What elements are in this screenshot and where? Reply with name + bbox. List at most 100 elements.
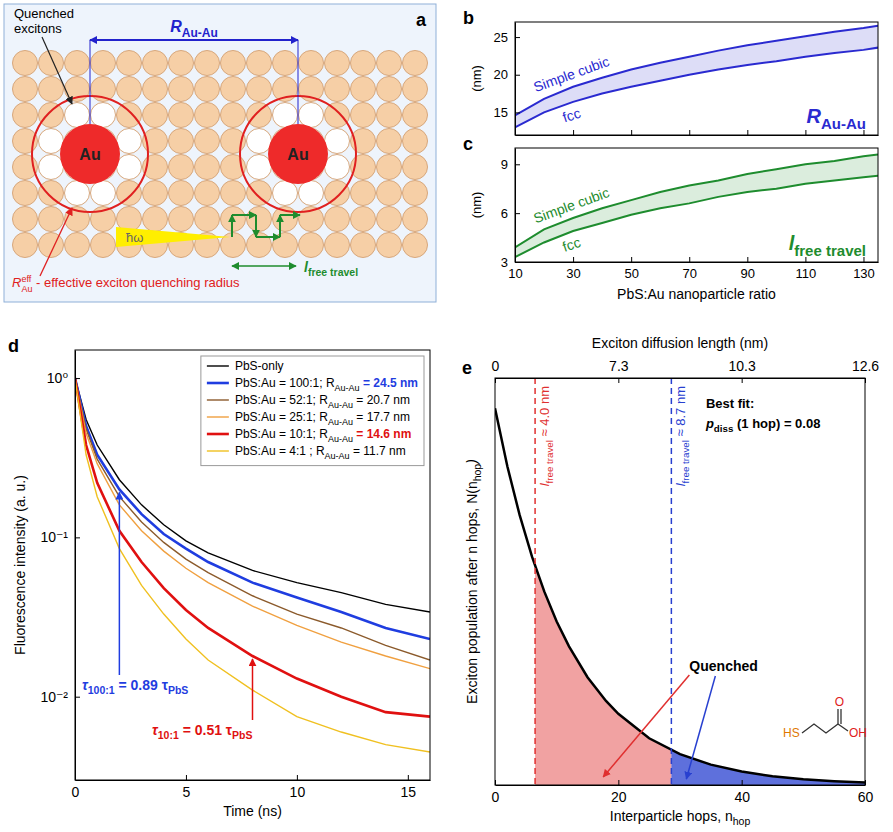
pbs-nanoparticle — [117, 181, 142, 206]
quenched-exciton — [247, 155, 272, 180]
text-line: excitons — [14, 21, 62, 36]
pbs-nanoparticle — [13, 51, 38, 76]
quenched-exciton — [299, 103, 324, 128]
panel-quantity: RAu-Au — [807, 105, 866, 132]
pbs-nanoparticle — [169, 207, 194, 232]
tick: 10⁻² — [40, 689, 80, 705]
pbs-nanoparticle — [65, 233, 90, 258]
arrow — [42, 37, 72, 104]
quenched-exciton — [299, 181, 324, 206]
text-part: R — [12, 275, 21, 290]
axis-line — [515, 23, 516, 136]
arrow — [252, 659, 254, 720]
pbs-nanoparticle — [247, 181, 272, 206]
tick-label: 10⁰ — [47, 370, 69, 386]
bond — [840, 709, 841, 724]
guide-line — [90, 40, 91, 124]
pbs-nanoparticle — [403, 51, 428, 76]
pbs-nanoparticle — [403, 207, 428, 232]
tick-label: 0 — [492, 789, 500, 805]
text-part: PbS:Au = 100:1; R — [235, 376, 335, 390]
text-part: Interparticle hops, n — [610, 808, 733, 824]
pbs-nanoparticle — [247, 103, 272, 128]
tick: 20 — [494, 67, 520, 82]
text-part: - effective exciton quenching radius — [32, 275, 240, 290]
tick-mark — [515, 213, 520, 214]
pbs-nanoparticle — [13, 233, 38, 258]
pbs-nanoparticle — [39, 181, 64, 206]
figure: aAuAuRAu-AuQuenchedexcitonsħωlfree trave… — [0, 0, 893, 832]
axis-line — [496, 785, 866, 786]
pbs-nanoparticle — [117, 77, 142, 102]
atom-label: HS — [783, 726, 800, 740]
pbs-nanoparticle — [221, 181, 246, 206]
tick-label: 10 — [508, 266, 522, 281]
arrow — [40, 208, 72, 276]
tick-label: 30 — [566, 266, 580, 281]
pbs-nanoparticle — [117, 51, 142, 76]
pbs-nanoparticle — [39, 207, 64, 232]
quenched-exciton — [91, 103, 116, 128]
band — [515, 26, 878, 128]
legend-label: PbS-only — [235, 359, 284, 373]
panel-letter: d — [8, 336, 19, 356]
y-axis: 10⁻² 10⁻¹ 10⁰ — [40, 351, 80, 781]
tick: 0 — [492, 358, 500, 383]
series-line — [75, 378, 430, 660]
annotation: τ10:1 = 0.51 τPbS — [152, 722, 253, 741]
free-travel-label: lfree travel — [304, 259, 358, 278]
tick: 10⁻¹ — [40, 529, 80, 545]
quenched-label: Quenchedexcitons — [14, 6, 74, 36]
plot-area — [515, 26, 878, 128]
exciton-hop — [279, 215, 281, 237]
panel-quantity: lfree travel — [789, 232, 866, 259]
quenched-exciton — [247, 129, 272, 154]
pbs-nanoparticle — [13, 181, 38, 206]
text-part: ≈ 4.0 nm — [537, 386, 552, 440]
tick-label: 6 — [501, 206, 508, 221]
y-axis: 369 — [501, 149, 520, 270]
marker-label: lfree travel ≈ 8.7 nm — [673, 386, 691, 486]
tick-mark — [495, 378, 496, 383]
pbs-nanoparticle — [195, 129, 220, 154]
au-label: Au — [79, 146, 100, 163]
subscript: 100:1 — [88, 684, 115, 696]
y-axis-title: (nm) — [469, 192, 484, 219]
panel-e: lfree travel ≈ 4.0 nmlfree travel ≈ 8.7 … — [462, 335, 879, 827]
quenched-exciton — [65, 181, 90, 206]
text-part: PbS:Au = 10:1; R — [235, 427, 328, 441]
tick-mark — [689, 130, 690, 135]
pbs-nanoparticle — [91, 51, 116, 76]
exciton-hop — [256, 236, 280, 238]
text-part: ) — [464, 459, 480, 466]
tick-label: 10⁻² — [40, 689, 68, 705]
plot-frame — [495, 378, 865, 785]
tick: 15 — [494, 105, 520, 120]
text-part: ≈ 8.7 nm — [673, 386, 688, 440]
pbs-nanoparticle — [377, 103, 402, 128]
subscript: Au-Au — [335, 383, 360, 393]
legend-label: PbS:Au = 52:1; RAu-Au = 20.7 nm — [235, 393, 410, 410]
pbs-nanoparticle — [39, 77, 64, 102]
subscript: Au-Au — [821, 115, 866, 132]
tick-mark — [618, 780, 619, 785]
exciton-hop — [280, 214, 300, 216]
subscript: 10:1 — [158, 729, 179, 741]
tick-mark — [75, 697, 80, 698]
curve-label: fcc — [561, 105, 583, 126]
curve-label: Simple cubic — [531, 53, 611, 95]
tick: 60 — [858, 780, 874, 805]
tick-label: 15 — [401, 784, 417, 800]
distance-label: RAu-Au — [170, 18, 218, 40]
tick-mark — [573, 130, 574, 135]
bond — [837, 709, 838, 724]
quenched-area — [535, 408, 671, 785]
tick: 130 — [853, 257, 875, 281]
tick: 15 — [401, 775, 417, 800]
tick: 90 — [741, 257, 755, 281]
pbs-nanoparticle — [247, 51, 272, 76]
pbs-nanoparticle — [221, 51, 246, 76]
pbs-nanoparticle — [325, 77, 350, 102]
subscript: Au-Au — [328, 400, 353, 410]
pbs-nanoparticle — [299, 233, 324, 258]
